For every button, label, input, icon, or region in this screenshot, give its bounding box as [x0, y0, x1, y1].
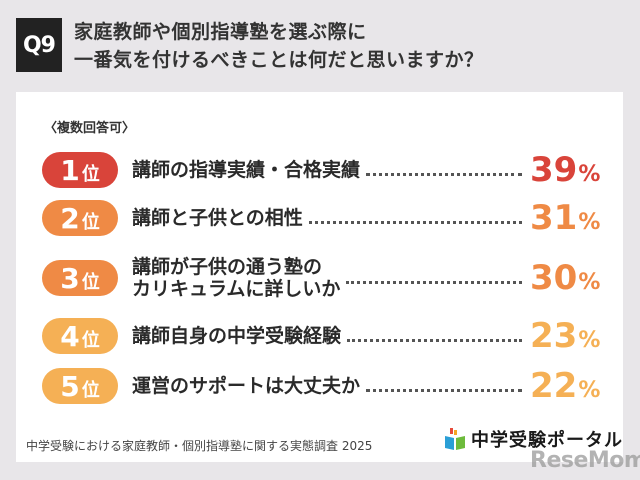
portal-logo[interactable]: 中学受験ポータル [445, 426, 623, 452]
rank-badge: 5 位 [42, 368, 118, 404]
leader-dots [366, 172, 522, 176]
rank-number: 4 [60, 320, 80, 353]
ranking-label: 運営のサポートは大丈夫か [132, 375, 361, 397]
rank-suffix: 位 [81, 212, 100, 233]
ranking-row: 3 位 講師が子供の通う塾の カリキュラムに詳しいか 30 % [42, 256, 602, 300]
rank-badge: 3 位 [42, 260, 118, 296]
question-title-line-1: 家庭教師や個別指導塾を選ぶ際に [74, 21, 367, 43]
rank-badge: 4 位 [42, 318, 118, 354]
ranking-row: 5 位 運営のサポートは大丈夫か 22 % [42, 368, 602, 404]
leader-dots [346, 280, 522, 284]
ranking-label: 講師と子供との相性 [132, 207, 303, 229]
rank-badge: 1 位 [42, 152, 118, 188]
leader-dots [308, 220, 522, 224]
rank-number: 3 [60, 262, 80, 295]
question-title-line-2: 一番気を付けるべきことは何だと思いますか？ [74, 49, 484, 71]
percentage-value: 23 % [530, 316, 601, 356]
rank-suffix: 位 [81, 272, 100, 293]
percentage-value: 31 % [530, 198, 601, 238]
rank-number: 5 [60, 370, 80, 403]
rank-suffix: 位 [81, 330, 100, 351]
ranking-label: 講師の指導実績・合格実績 [132, 159, 361, 181]
leader-dots [366, 388, 522, 392]
multiple-answers-note: 〈複数回答可〉 [44, 121, 136, 136]
leader-dots [347, 338, 522, 342]
rank-number: 1 [60, 154, 80, 187]
results-card: 〈複数回答可〉 1 位 講師の指導実績・合格実績 39 % 2 位 講師と子供と… [16, 92, 623, 462]
percentage-value: 22 % [530, 366, 601, 406]
logo-text: 中学受験ポータル [471, 430, 623, 451]
ranking-label: 講師が子供の通う塾の カリキュラムに詳しいか [132, 256, 341, 300]
rank-suffix: 位 [81, 380, 100, 401]
rank-suffix: 位 [81, 164, 100, 185]
question-title: 家庭教師や個別指導塾を選ぶ際に 一番気を付けるべきことは何だと思いますか？ [74, 18, 484, 74]
ranking-row: 4 位 講師自身の中学受験経験 23 % [42, 318, 602, 354]
resemom-watermark: ReseMom [530, 448, 640, 473]
question-number-badge: Q9 [16, 18, 62, 72]
book-logo-icon [445, 428, 465, 450]
percentage-value: 30 % [530, 258, 601, 298]
percentage-value: 39 % [530, 150, 601, 190]
ranking-row: 1 位 講師の指導実績・合格実績 39 % [42, 152, 602, 188]
ranking-row: 2 位 講師と子供との相性 31 % [42, 200, 602, 236]
rank-number: 2 [60, 202, 80, 235]
survey-source: 中学受験における家庭教師・個別指導塾に関する実態調査 2025 [26, 439, 373, 453]
ranking-label: 講師自身の中学受験経験 [132, 325, 342, 347]
rank-badge: 2 位 [42, 200, 118, 236]
